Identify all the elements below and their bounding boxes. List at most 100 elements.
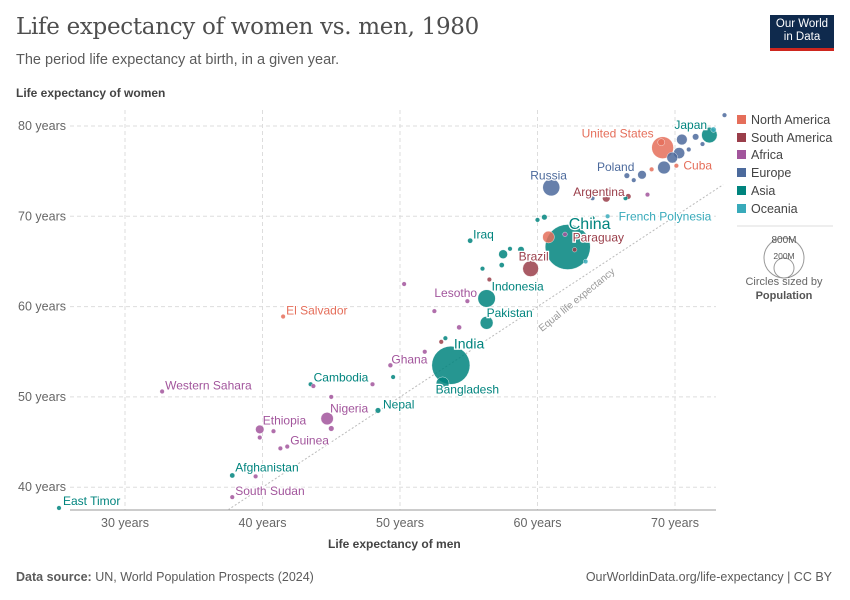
point-label: Pakistan: [487, 306, 533, 320]
point-south-sudan: [229, 494, 235, 500]
data-point: [507, 246, 513, 252]
legend-swatch: [737, 150, 746, 160]
point-russia: [542, 178, 560, 197]
x-axis-label: Life expectancy of men: [328, 537, 461, 551]
x-tick-label: 30 years: [101, 516, 149, 530]
data-point: [456, 324, 462, 331]
legend-item-africa[interactable]: Africa: [737, 148, 783, 162]
data-point: [370, 381, 376, 387]
data-point: [498, 262, 505, 268]
data-point: [431, 308, 437, 314]
data-point: [562, 231, 568, 237]
point-label: Argentina: [573, 185, 625, 199]
point-label: Indonesia: [492, 279, 544, 293]
point-label: Bangladesh: [436, 382, 499, 396]
source-label: Data source:: [16, 570, 92, 584]
point-label: Nigeria: [330, 402, 368, 416]
data-point: [645, 192, 651, 198]
legend-item-south-america[interactable]: South America: [737, 131, 832, 145]
data-point: [310, 383, 316, 389]
owid-logo[interactable]: Our World in Data: [770, 15, 834, 51]
point-label: El Salvador: [286, 304, 347, 318]
point-united-states: [651, 136, 674, 159]
data-point: [442, 335, 448, 341]
legend-item-europe[interactable]: Europe: [737, 166, 791, 180]
legend-item-asia[interactable]: Asia: [737, 184, 775, 198]
point-paraguay: [572, 247, 578, 253]
point-china: [545, 224, 591, 270]
point-label: Guinea: [290, 434, 329, 448]
legend-swatch: [737, 168, 746, 178]
legend-label: South America: [751, 130, 833, 145]
point-guinea: [284, 444, 290, 450]
point-label: Russia: [530, 168, 567, 182]
size-legend-variable: Population: [755, 290, 813, 302]
data-point: [666, 151, 678, 164]
point-east-timor: [56, 505, 62, 511]
point-afghanistan: [229, 472, 236, 479]
source-link[interactable]: OurWorldinData.org/life-expectancy | CC …: [585, 570, 832, 584]
data-point: [257, 435, 263, 441]
size-legend-small: 200M: [773, 251, 795, 261]
point-ghana: [387, 362, 393, 368]
point-label: Paraguay: [573, 231, 624, 245]
data-point: [535, 217, 541, 223]
y-tick-label: 60 years: [18, 300, 66, 314]
point-french-polynesia: [605, 213, 611, 219]
point-label: Cambodia: [314, 370, 369, 384]
size-legend-circle-small: [773, 257, 795, 279]
data-point: [277, 445, 283, 451]
data-point: [422, 349, 428, 355]
point-label: Brazil: [519, 250, 549, 264]
data-point: [480, 266, 486, 272]
legend-label: Asia: [751, 183, 776, 198]
point-label: Japan: [674, 118, 707, 132]
point-label: United States: [582, 127, 654, 141]
point-argentina: [602, 194, 611, 203]
legend-swatch: [737, 132, 746, 142]
point-label: Ghana: [391, 352, 427, 366]
point-label: Ethiopia: [263, 413, 307, 427]
legend-item-north-america[interactable]: North America: [737, 113, 830, 127]
data-point: [700, 141, 706, 147]
data-point: [722, 112, 728, 118]
point-nigeria: [320, 412, 334, 426]
point-brazil: [522, 260, 539, 277]
point-label: Poland: [597, 160, 634, 174]
data-point: [486, 277, 492, 283]
data-point: [438, 339, 444, 345]
legend-label: North America: [751, 113, 831, 127]
data-point: [401, 281, 407, 287]
data-point: [631, 177, 637, 183]
y-tick-label: 40 years: [18, 480, 66, 494]
equal-line-label: Equal life expectancy: [537, 266, 617, 334]
legend-item-oceania[interactable]: Oceania: [737, 202, 798, 216]
y-axis-label: Life expectancy of women: [16, 86, 166, 100]
legend-label: Europe: [751, 166, 792, 181]
chart-title: Life expectancy of women vs. men, 1980: [16, 14, 479, 40]
data-point: [676, 134, 688, 146]
source-text: UN, World Population Prospects (2024): [95, 570, 314, 584]
data-point: [617, 190, 623, 196]
point-iraq: [467, 237, 473, 244]
data-point: [583, 258, 589, 264]
point-label: Iraq: [473, 228, 494, 242]
data-point: [328, 425, 335, 432]
point-ethiopia: [255, 424, 265, 434]
point-label: India: [454, 335, 485, 351]
legend-label: Africa: [751, 148, 783, 163]
data-point: [541, 214, 548, 221]
data-point: [328, 394, 334, 400]
data-point: [498, 249, 508, 259]
y-tick-label: 80 years: [18, 119, 66, 133]
data-point: [517, 246, 525, 254]
equal-line: [227, 184, 724, 511]
point-label: Cuba: [683, 159, 712, 173]
x-tick-label: 70 years: [651, 516, 699, 530]
point-label: French Polynesia: [619, 209, 712, 223]
legend-swatch: [737, 185, 746, 195]
data-point: [590, 195, 596, 201]
data-source: Data source: UN, World Population Prospe…: [16, 570, 314, 584]
data-point: [623, 172, 630, 179]
